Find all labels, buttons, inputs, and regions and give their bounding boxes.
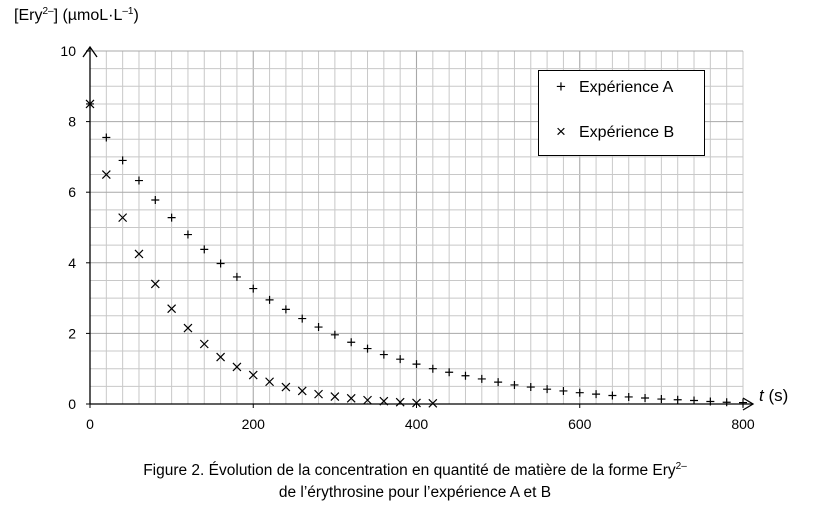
data-point-experience-b [346,393,356,403]
data-point-experience-b [118,213,128,223]
data-point-experience-a [510,380,519,389]
data-point-experience-a [526,383,535,392]
data-point-experience-a [592,390,601,399]
y-tick-label: 0 [68,396,76,412]
legend-item-b: × Expérience B [549,122,674,144]
data-point-experience-b [412,398,421,408]
data-point-experience-a [118,156,127,165]
data-point-experience-a [216,259,225,268]
data-point-experience-a [445,368,454,377]
data-point-experience-a [167,213,176,222]
data-point-experience-b [248,370,258,380]
data-point-experience-b [232,362,242,372]
data-point-experience-b [150,279,160,289]
data-point-experience-a [477,374,486,383]
data-point-experience-b [297,386,307,396]
data-point-experience-a [200,245,209,254]
x-tick-label: 0 [86,416,94,432]
data-point-experience-a [102,133,111,142]
data-point-experience-b [428,398,438,408]
data-point-experience-a [379,350,388,359]
data-point-experience-a [494,378,503,387]
data-point-experience-a [673,395,682,404]
data-point-experience-b [216,352,226,362]
chart-legend: + Expérience A × Expérience B [538,70,705,156]
data-point-experience-b [199,339,209,349]
data-point-experience-a [249,284,258,293]
y-axis-label: [Ery2–] (µmoL·L–1) [14,6,139,24]
y-tick-label: 10 [60,43,76,59]
data-point-experience-a [330,330,339,339]
legend-label-a: Expérience A [579,79,674,96]
data-point-experience-a [641,393,650,402]
plus-marker-icon: + [556,77,566,96]
x-tick-label: 600 [568,416,592,432]
caption-line-2: de l’érythrosine pour l’expérience A et … [278,484,552,501]
data-point-experience-a [624,392,633,401]
data-point-experience-a [608,391,617,400]
data-point-experience-a [575,388,584,397]
caption-line-1: Figure 2. Évolution de la concentration … [143,461,687,479]
data-point-experience-a [412,360,421,369]
y-tick-label: 6 [68,184,76,200]
y-tick-label: 4 [68,255,76,271]
data-point-experience-a [314,323,323,332]
data-point-experience-b [265,377,274,387]
data-point-experience-a [232,272,241,281]
data-point-experience-b [134,249,144,259]
data-point-experience-a [657,395,666,404]
data-point-experience-a [690,396,699,405]
data-point-experience-a [281,305,290,314]
x-tick-label: 400 [405,416,429,432]
data-point-experience-a [363,344,372,353]
data-point-experience-a [134,176,143,185]
data-point-experience-a [298,314,307,323]
data-point-experience-b [101,170,111,179]
data-point-experience-b [379,396,389,406]
x-tick-label: 200 [242,416,266,432]
data-point-experience-b [330,392,340,402]
data-point-experience-b [85,99,95,109]
data-point-experience-a [559,386,568,395]
y-axis-arrow-icon [82,45,98,58]
data-point-experience-a [265,295,274,304]
data-point-experience-a [739,398,747,407]
data-point-experience-b [314,389,323,399]
y-tick-label: 2 [68,325,76,341]
data-point-experience-a [706,397,715,406]
data-point-experience-a [183,230,192,239]
data-point-experience-a [461,371,470,380]
legend-item-a: + Expérience A [549,77,673,99]
data-point-experience-a [428,364,437,373]
y-tick-label: 8 [68,114,76,130]
data-point-experience-b [167,304,177,314]
data-point-experience-b [363,395,372,405]
figure-caption: Figure 2. Évolution de la concentration … [0,456,830,504]
data-point-experience-b [183,323,193,333]
data-point-experience-a [151,195,160,204]
x-axis-label: t (s) [759,386,788,405]
data-point-experience-a [722,398,731,407]
x-axis-arrow-icon [742,397,755,411]
cross-marker-icon: × [556,122,566,141]
data-point-experience-a [347,338,356,347]
x-tick-label: 800 [731,416,755,432]
data-point-experience-a [543,385,552,394]
data-point-experience-b [281,382,291,392]
data-point-experience-a [396,355,405,364]
data-point-experience-b [395,397,405,407]
legend-label-b: Expérience B [579,124,675,141]
